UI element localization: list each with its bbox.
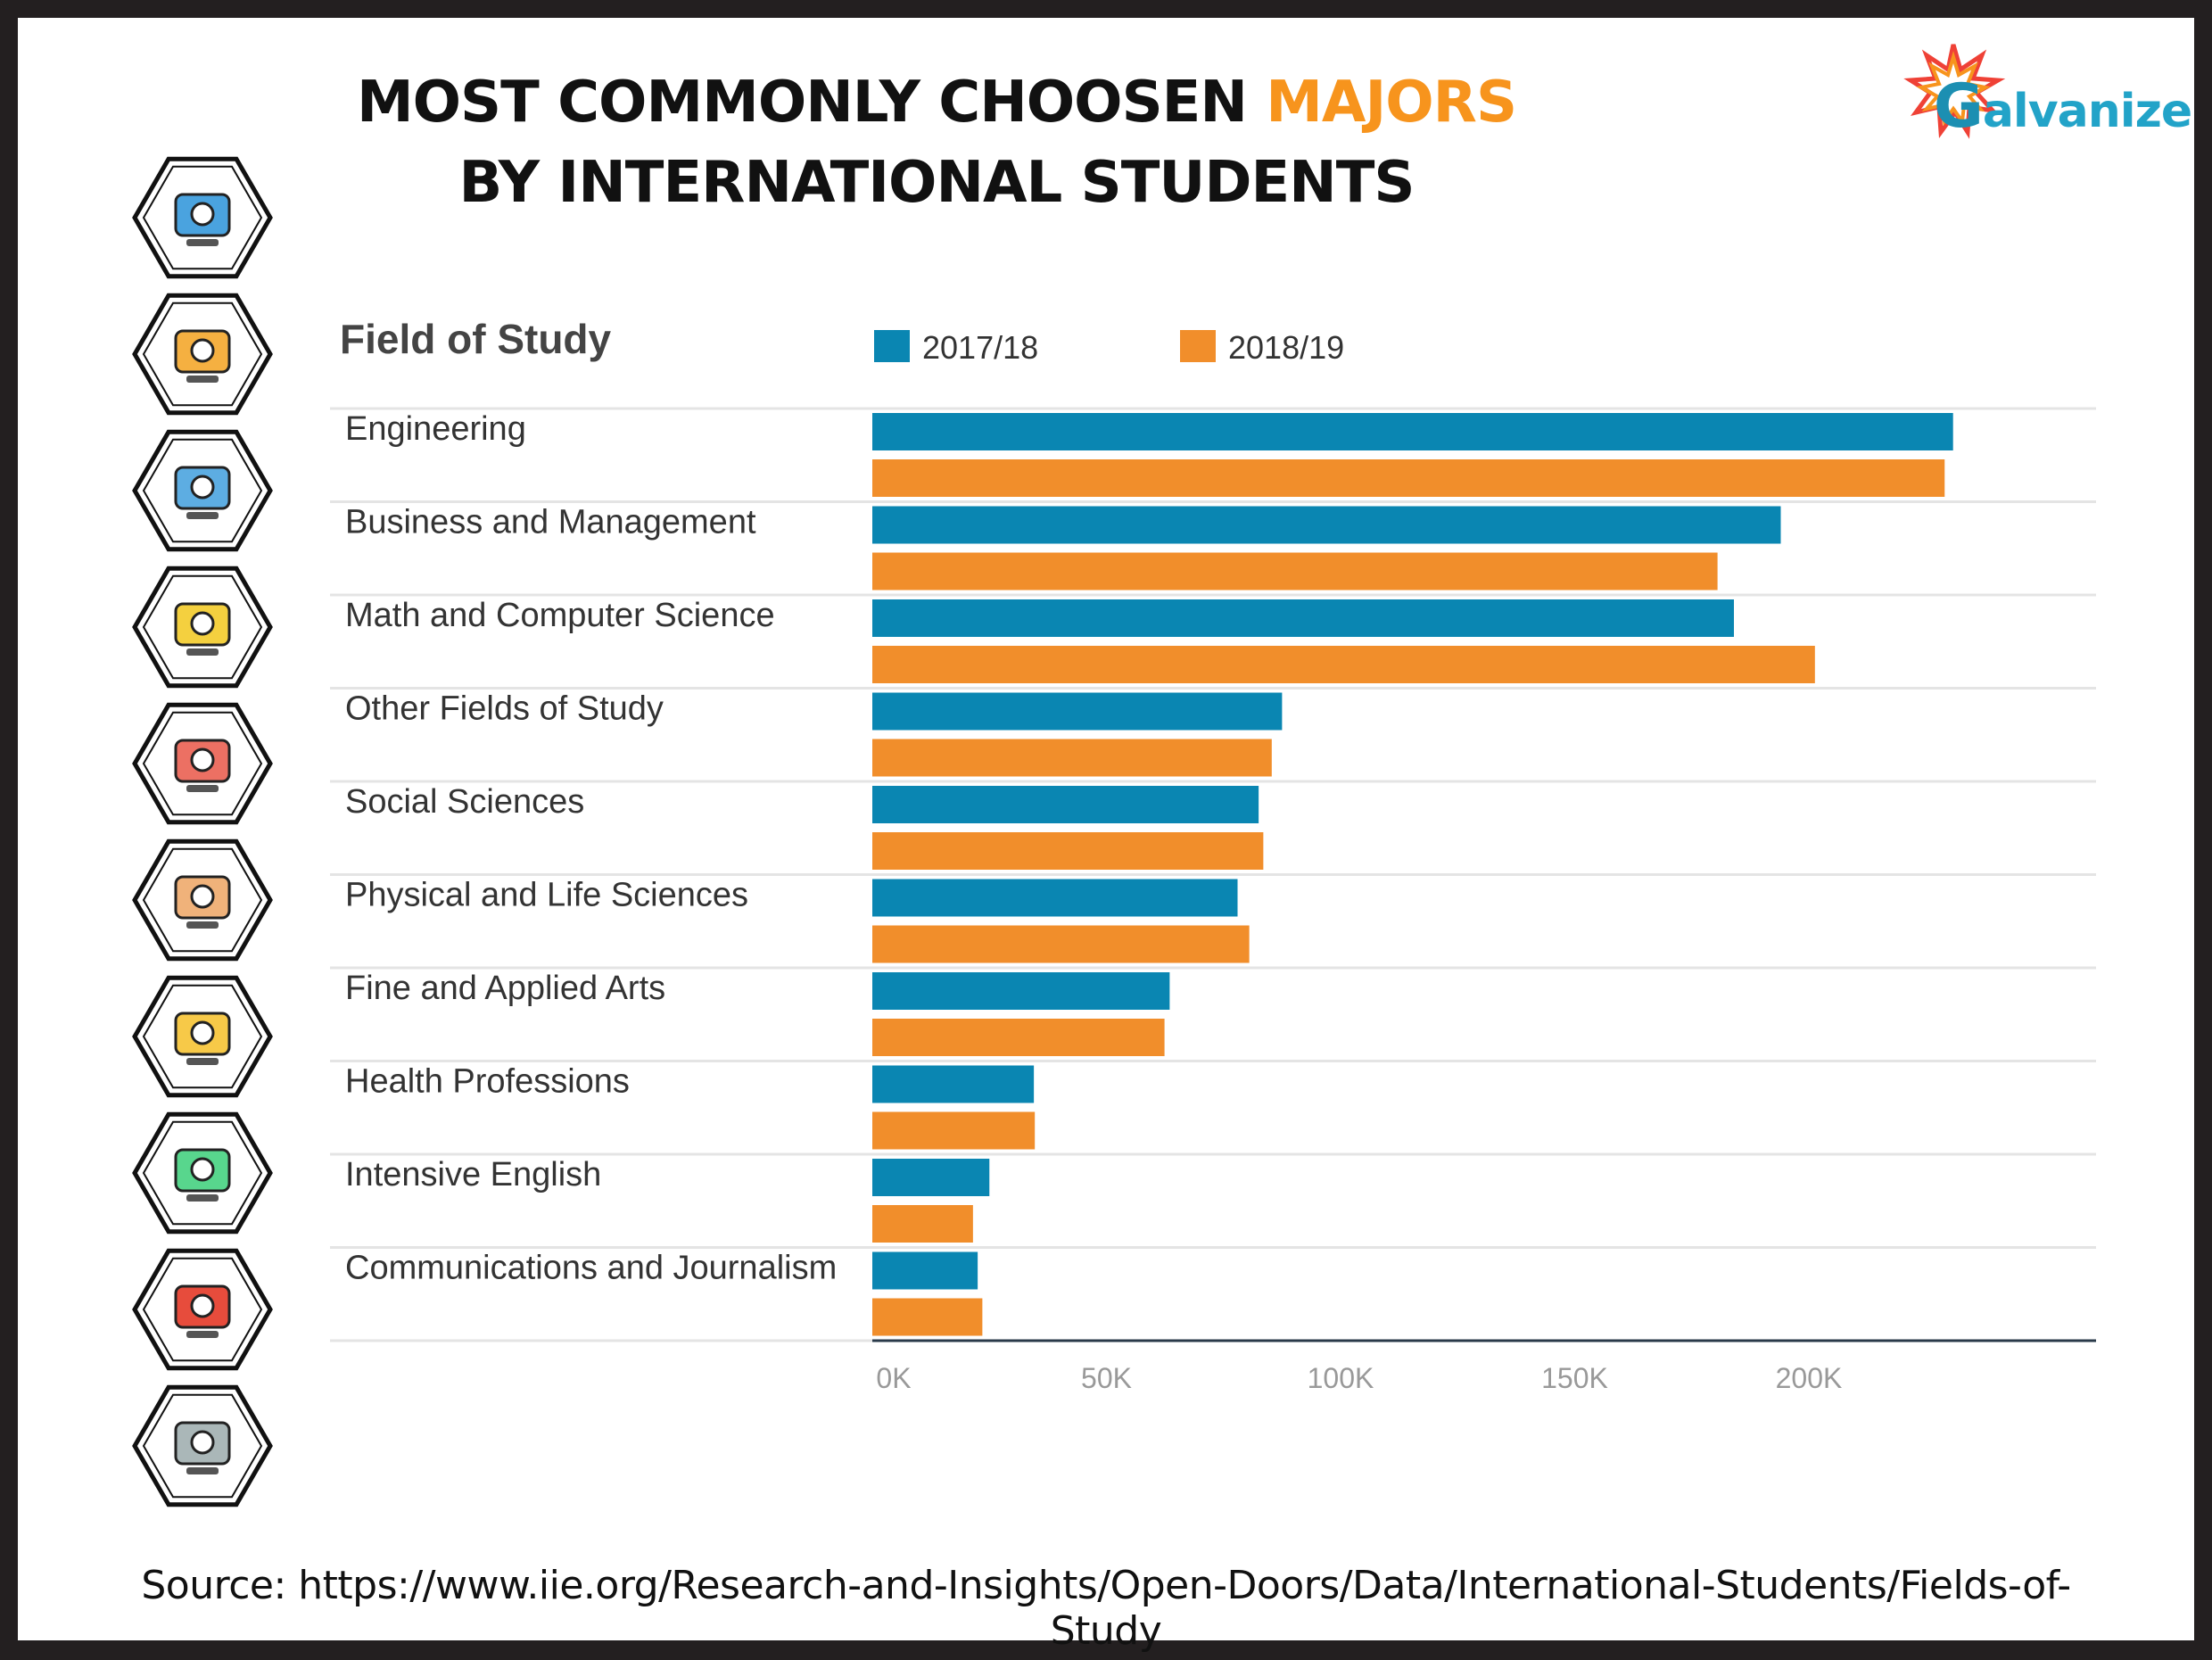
x-tick-label: 0K xyxy=(876,1362,911,1394)
title-line2: BY INTERNATIONAL STUDENTS xyxy=(458,150,1416,216)
category-label: Social Sciences xyxy=(345,783,584,821)
bar-2018-19 xyxy=(872,646,1815,683)
bar-2017-18 xyxy=(872,786,1259,823)
cells-biology-icon xyxy=(132,838,273,962)
university-globe-icon xyxy=(132,702,273,825)
bust-statue-art-icon xyxy=(132,975,273,1098)
language-book-icon xyxy=(132,1248,273,1371)
bar-2018-19 xyxy=(872,459,1945,497)
bar-2017-18 xyxy=(872,879,1238,917)
galvanize-logo: Galvanize xyxy=(1934,71,2192,142)
category-label: Math and Computer Science xyxy=(345,597,775,634)
field-icons-column xyxy=(132,156,273,1507)
category-label: Engineering xyxy=(345,410,526,448)
source-citation: Source: https://www.iie.org/Research-and… xyxy=(141,1563,2071,1654)
bar-2017-18 xyxy=(872,1251,978,1290)
bar-2018-19 xyxy=(872,1019,1165,1056)
legend-label-2018: 2018/19 xyxy=(1228,329,1344,366)
bar-2017-18 xyxy=(872,599,1734,637)
infographic-frame xyxy=(18,18,2194,1640)
bar-2018-19 xyxy=(872,739,1272,777)
bar-2017-18 xyxy=(872,692,1283,731)
category-label: Fine and Applied Arts xyxy=(345,970,665,1007)
student-reading-book-icon xyxy=(132,566,273,689)
cloud-database-laptop-icon xyxy=(132,156,273,279)
title-accent-word: MAJORS xyxy=(1266,70,1517,136)
journalist-person-icon xyxy=(132,1384,273,1507)
logo-initial: G xyxy=(1934,71,1984,142)
bar-2018-19 xyxy=(872,1205,973,1243)
bar-2018-19 xyxy=(872,552,1718,590)
category-label: Intensive English xyxy=(345,1156,601,1193)
legend-swatch-2017 xyxy=(874,330,910,362)
money-bag-hand-icon xyxy=(132,293,273,416)
bar-2017-18 xyxy=(872,506,1781,544)
category-label: Other Fields of Study xyxy=(345,690,664,728)
bar-2018-19 xyxy=(872,832,1264,870)
bar-2017-18 xyxy=(872,1065,1035,1103)
category-label: Business and Management xyxy=(345,504,756,541)
bar-2018-19 xyxy=(872,925,1250,963)
x-tick-label: 200K xyxy=(1776,1362,1843,1394)
x-tick-label: 50K xyxy=(1081,1362,1132,1394)
galvanize-logo-burst-icon xyxy=(1903,44,2006,139)
bar-2017-18 xyxy=(872,413,1953,450)
category-label: Communications and Journalism xyxy=(345,1250,837,1287)
category-header: Field of Study xyxy=(340,316,612,362)
title-line1-prefix: MOST COMMONLY CHOOSEN xyxy=(356,70,1267,136)
medical-plant-icon xyxy=(132,1111,273,1235)
category-label: Physical and Life Sciences xyxy=(345,877,748,914)
x-tick-label: 150K xyxy=(1541,1362,1608,1394)
page-title: MOST COMMONLY CHOOSEN MAJORS BY INTERNAT… xyxy=(178,62,1695,223)
bar-2018-19 xyxy=(872,1111,1036,1150)
bar-2018-19 xyxy=(872,1298,983,1336)
legend-label-2017: 2017/18 xyxy=(922,329,1038,366)
computer-design-monitor-icon xyxy=(132,429,273,552)
bar-2017-18 xyxy=(872,972,1170,1010)
category-label: Health Professions xyxy=(345,1063,630,1101)
logo-rest: alvanize xyxy=(1982,85,2192,138)
legend-swatch-2018 xyxy=(1180,330,1216,362)
x-tick-label: 100K xyxy=(1308,1362,1374,1394)
bar-2017-18 xyxy=(872,1159,990,1196)
